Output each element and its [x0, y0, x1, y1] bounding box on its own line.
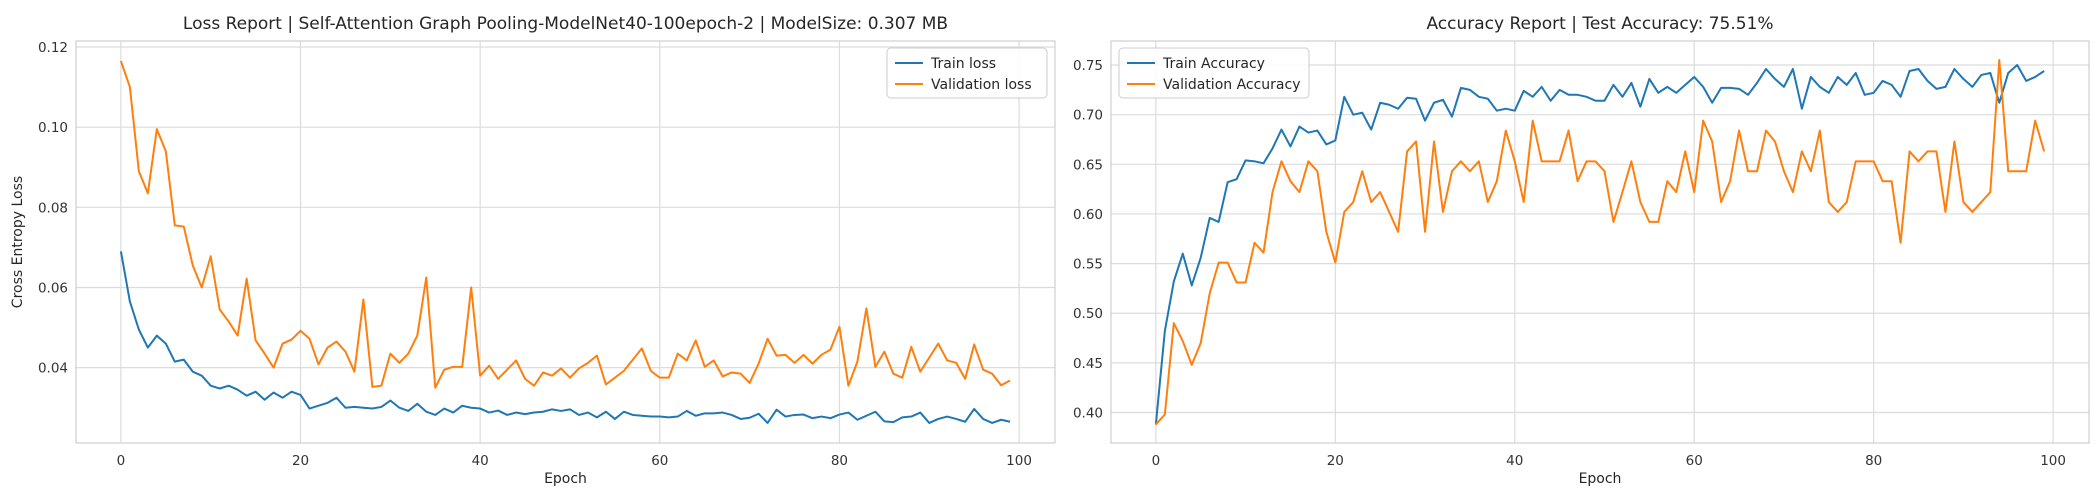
- chart-1-y-tick-label: 0.75: [1073, 58, 1103, 74]
- chart-0-legend-label: Train loss: [930, 56, 996, 72]
- chart-0-y-tick-label: 0.06: [38, 280, 68, 296]
- chart-1-legend-label: Validation Accuracy: [1163, 77, 1301, 93]
- chart-0-y-axis-label: Cross Entropy Loss: [10, 176, 26, 308]
- chart-1-x-tick-label: 20: [1327, 453, 1344, 469]
- chart-1-legend: [1118, 47, 1310, 99]
- chart-0-legend: [886, 47, 1048, 99]
- chart-0-y-tick-label: 0.08: [38, 200, 68, 216]
- chart-0-frame: [75, 40, 1056, 444]
- chart-1-title: Accuracy Report | Test Accuracy: 75.51%: [1426, 14, 1773, 34]
- chart-0-x-tick-label: 80: [831, 453, 848, 469]
- chart-1-frame: [1110, 40, 2090, 444]
- chart-0-x-tick-label: 60: [651, 453, 668, 469]
- chart-1-x-tick-label: 0: [1152, 453, 1161, 469]
- chart-1-y-tick-label: 0.50: [1073, 306, 1103, 322]
- chart-1-x-tick-label: 80: [1865, 453, 1882, 469]
- chart-1-y-tick-label: 0.60: [1073, 207, 1103, 223]
- chart-0-y-tick-label: 0.10: [38, 120, 68, 136]
- chart-1-y-tick-label: 0.70: [1073, 108, 1103, 124]
- chart-0-x-tick-label: 40: [472, 453, 489, 469]
- chart-1-x-axis-label: Epoch: [1579, 471, 1622, 487]
- chart-1-series-validation-line: [1155, 59, 2046, 426]
- chart-0-y-tick-label: 0.12: [38, 40, 68, 56]
- chart-0-y-tick-label: 0.04: [38, 361, 68, 377]
- chart-1-x-tick-label: 60: [1686, 453, 1703, 469]
- chart-1-y-tick-label: 0.40: [1073, 406, 1103, 422]
- accuracy-chart: 0.40 0.45 0.50 0.55 0.60 0.65 0.70 0.75 0 20 40 60 8…: [1073, 14, 2090, 487]
- chart-0-x-tick-label: 100: [1006, 453, 1032, 469]
- chart-0-series-validation-line: [119, 60, 1011, 389]
- chart-1-x-tick-label: 100: [2040, 453, 2066, 469]
- chart-0-x-tick-label: 20: [292, 453, 309, 469]
- chart-1-series-train-line: [1154, 64, 2045, 425]
- chart-0-plot-area: [76, 41, 1055, 443]
- chart-0-x-axis-label: Epoch: [544, 471, 587, 487]
- chart-1-y-tick-label: 0.55: [1073, 257, 1103, 273]
- chart-1-plot-area: [1111, 41, 2089, 443]
- loss-chart: 0.04 0.06 0.08 0.10 0.12 0 20 40 60 80 100 Loss Rep…: [10, 14, 1056, 487]
- chart-0-x-tick-label: 0: [117, 453, 126, 469]
- chart-0-series-train-line: [119, 251, 1011, 424]
- chart-1-y-tick-label: 0.45: [1073, 356, 1103, 372]
- chart-0-legend-label: Validation loss: [931, 77, 1032, 93]
- chart-1-legend-label: Train Accuracy: [1162, 56, 1265, 72]
- chart-1-x-tick-label: 40: [1506, 453, 1523, 469]
- chart-0-title: Loss Report | Self-Attention Graph Pooli…: [183, 14, 948, 34]
- chart-1-y-tick-label: 0.65: [1073, 157, 1103, 173]
